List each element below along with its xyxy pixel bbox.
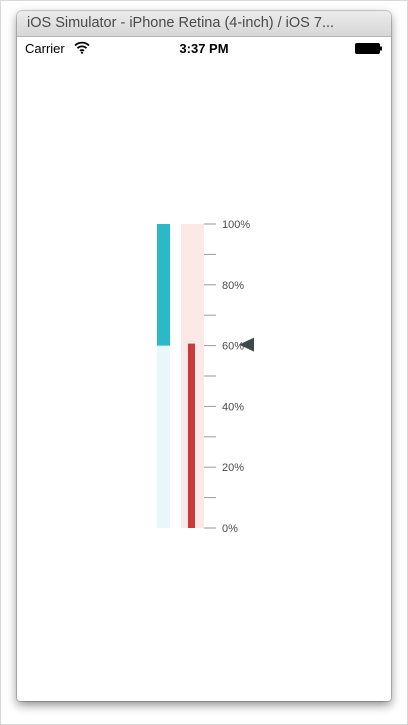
progress-bar-fill — [188, 343, 195, 528]
scale-ticks: 100% 80% 60% 40% 20% 0% — [204, 219, 250, 535]
ios-status-bar: Carrier 3:37 PM — [17, 38, 391, 58]
status-time: 3:37 PM — [179, 41, 229, 56]
value-pointer-icon[interactable] — [239, 337, 254, 352]
tick-label: 0% — [222, 523, 238, 535]
tick-label: 60% — [222, 341, 244, 353]
carrier-label: Carrier — [25, 41, 65, 56]
tick-label: 40% — [222, 401, 244, 413]
window-titlebar[interactable]: iOS Simulator - iPhone Retina (4-inch) /… — [17, 11, 391, 37]
tick-label: 100% — [222, 219, 250, 231]
wifi-icon — [74, 41, 90, 54]
linear-gauge: 100% 80% 60% 40% 20% 0% — [157, 219, 254, 535]
battery-icon — [355, 43, 382, 54]
tick-label: 20% — [222, 462, 244, 474]
range-bar-fill — [157, 224, 170, 346]
app-content: 100% 80% 60% 40% 20% 0% — [17, 58, 391, 701]
simulator-window: iOS Simulator - iPhone Retina (4-inch) /… — [17, 11, 391, 701]
window-title: iOS Simulator - iPhone Retina (4-inch) /… — [27, 15, 335, 31]
tick-label: 80% — [222, 280, 244, 292]
